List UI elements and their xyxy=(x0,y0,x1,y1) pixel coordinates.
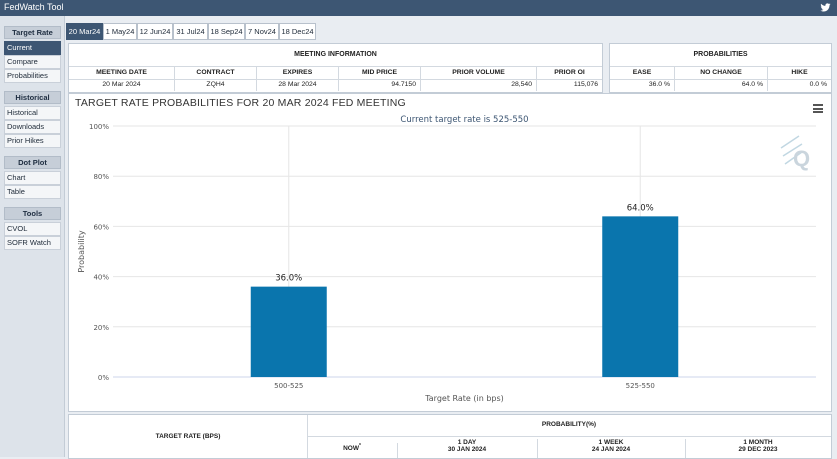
probability-table: TARGET RATE (BPS) PROBABILITY(%) NOW* 1 … xyxy=(68,414,832,459)
col-hike: HIKE xyxy=(791,69,808,76)
sidebar-item-downloads[interactable]: Downloads xyxy=(4,120,61,134)
col-group-probability: PROBABILITY(%) xyxy=(541,421,597,428)
col-prior-volume: PRIOR VOLUME xyxy=(421,67,537,79)
sidebar-item-current[interactable]: Current xyxy=(4,41,61,55)
col-contract: CONTRACT xyxy=(175,67,257,79)
tab-1-may24[interactable]: 1 May24 xyxy=(103,23,137,40)
sidebar-item-chart[interactable]: Chart xyxy=(4,171,61,185)
sidebar-section-historical: Historical xyxy=(4,91,61,104)
tab-20-mar24[interactable]: 20 Mar24 xyxy=(66,23,103,40)
svg-text:Q: Q xyxy=(793,146,810,171)
sidebar-item-historical[interactable]: Historical xyxy=(4,106,61,120)
col-ease: EASE xyxy=(610,67,675,79)
col-no-change: NO CHANGE xyxy=(675,67,768,79)
sidebar-section-target-rate: Target Rate xyxy=(4,26,61,39)
sidebar-item-sofr-watch[interactable]: SOFR Watch xyxy=(4,236,61,250)
y-tick-label: 20% xyxy=(93,324,109,332)
value-prior-oi: 115,076 xyxy=(573,81,598,88)
chart-panel: TARGET RATE PROBABILITIES FOR 20 MAR 202… xyxy=(68,93,832,412)
y-tick-label: 100% xyxy=(89,123,109,131)
app-title: FedWatch Tool xyxy=(4,2,64,12)
sidebar-section-tools: Tools xyxy=(4,207,61,220)
app-header: FedWatch Tool xyxy=(0,0,837,16)
value-meeting-date: 20 Mar 2024 xyxy=(69,79,175,91)
bar-500-525 xyxy=(250,286,327,377)
probabilities-panel: PROBABILITIES EASE NO CHANGE HIKE 36.0 %… xyxy=(609,43,832,93)
value-hike: 0.0 % xyxy=(809,81,827,88)
menu-icon[interactable] xyxy=(813,104,823,113)
col-1-week: 1 WEEK 24 JAN 2024 xyxy=(537,439,686,458)
x-tick-label: 525-550 xyxy=(626,382,655,390)
y-tick-label: 80% xyxy=(93,173,109,181)
meeting-info-heading: MEETING INFORMATION xyxy=(294,51,377,58)
tab-12-jun24[interactable]: 12 Jun24 xyxy=(137,23,173,40)
data-label: 64.0% xyxy=(627,203,654,213)
sidebar-section-dot-plot: Dot Plot xyxy=(4,156,61,169)
y-axis-title: Probability xyxy=(77,230,86,273)
value-prior-volume: 28,540 xyxy=(421,79,537,91)
y-tick-label: 60% xyxy=(93,223,109,231)
y-tick-label: 0% xyxy=(98,374,109,382)
chart-title: TARGET RATE PROBABILITIES FOR 20 MAR 202… xyxy=(75,97,406,109)
value-contract: ZQH4 xyxy=(175,79,257,91)
data-label: 36.0% xyxy=(275,274,302,284)
y-tick-label: 40% xyxy=(93,274,109,282)
bar-525-550 xyxy=(602,216,679,377)
twitter-icon[interactable] xyxy=(820,2,831,13)
col-now: NOW* xyxy=(307,443,398,458)
tab-31-jul24[interactable]: 31 Jul24 xyxy=(173,23,208,40)
chart: Q Current target rate is 525-550 0% 20% 40%… xyxy=(77,115,816,403)
col-prior-oi: PRIOR OI xyxy=(554,69,585,76)
sidebar-item-table[interactable]: Table xyxy=(4,185,61,199)
value-ease: 36.0 % xyxy=(610,79,675,91)
value-expires: 28 Mar 2024 xyxy=(257,79,339,91)
q-logo-icon: Q xyxy=(780,135,810,171)
value-no-change: 64.0 % xyxy=(675,79,768,91)
meeting-info-panel: MEETING INFORMATION MEETING DATE CONTRAC… xyxy=(68,43,603,93)
tab-18-sep24[interactable]: 18 Sep24 xyxy=(208,23,245,40)
col-1-month: 1 MONTH 29 DEC 2023 xyxy=(738,439,778,453)
chart-subtitle: Current target rate is 525-550 xyxy=(400,115,528,125)
x-axis-title: Target Rate (in bps) xyxy=(424,394,504,403)
col-target-rate-bps: TARGET RATE (BPS) xyxy=(69,415,308,458)
sidebar-item-cvol[interactable]: CVOL xyxy=(4,222,61,236)
value-mid-price: 94.7150 xyxy=(339,79,421,91)
col-mid-price: MID PRICE xyxy=(339,67,421,79)
x-tick-label: 500-525 xyxy=(274,382,303,390)
tab-18-dec24[interactable]: 18 Dec24 xyxy=(279,23,316,40)
tab-7-nov24[interactable]: 7 Nov24 xyxy=(245,23,279,40)
col-expires: EXPIRES xyxy=(257,67,339,79)
probabilities-heading: PROBABILITIES xyxy=(693,51,748,58)
sidebar: Target Rate Current Compare Probabilitie… xyxy=(0,16,65,457)
col-meeting-date: MEETING DATE xyxy=(69,67,175,79)
sidebar-item-prior-hikes[interactable]: Prior Hikes xyxy=(4,134,61,148)
sidebar-item-compare[interactable]: Compare xyxy=(4,55,61,69)
col-1-day: 1 DAY 30 JAN 2024 xyxy=(397,439,538,458)
sidebar-item-probabilities[interactable]: Probabilities xyxy=(4,69,61,83)
